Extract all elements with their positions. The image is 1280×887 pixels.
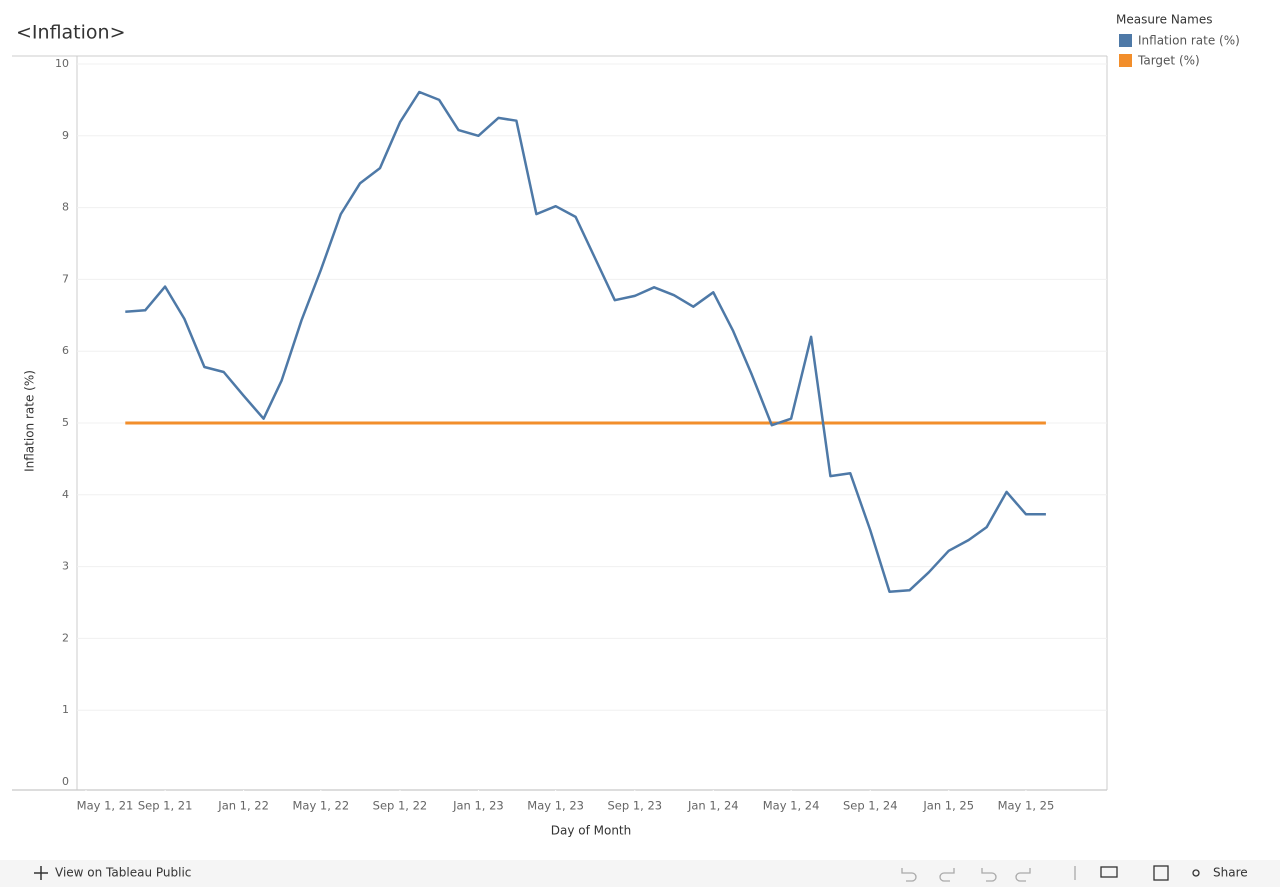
y-tick-label: 4 <box>62 488 69 501</box>
share-icon[interactable] <box>1192 869 1200 877</box>
x-tick-label: Sep 1, 24 <box>843 799 898 813</box>
x-tick-label: May 1, 22 <box>292 799 349 813</box>
y-tick-label: 3 <box>62 560 69 573</box>
x-tick-label: Sep 1, 21 <box>138 799 193 813</box>
undo[interactable] <box>901 868 917 882</box>
series-line <box>125 90 1046 593</box>
x-tick-label: May 1, 23 <box>527 799 584 813</box>
refresh[interactable] <box>1015 868 1031 882</box>
tableau-icon[interactable] <box>34 866 48 880</box>
x-axis-label: Day of Month <box>551 824 632 838</box>
x-tick-label: Jan 1, 24 <box>687 799 739 813</box>
legend-swatch <box>1119 34 1132 47</box>
toolbar-icons <box>901 865 1200 882</box>
x-tick-label: May 1, 21 <box>77 799 134 813</box>
x-tick-label: Jan 1, 22 <box>217 799 269 813</box>
x-tick-label: May 1, 24 <box>763 799 820 813</box>
y-axis-label: Inflation rate (%) <box>23 370 37 472</box>
y-tick-label: 5 <box>62 416 69 429</box>
y-tick-label: 6 <box>62 344 69 357</box>
x-tick-label: Sep 1, 22 <box>373 799 428 813</box>
toolbar <box>0 860 1280 887</box>
share-button[interactable]: Share <box>1213 866 1248 880</box>
chart-title: <Inflation> <box>16 22 126 44</box>
y-tick-label: 8 <box>62 201 69 214</box>
y-tick-label: 10 <box>55 57 69 70</box>
download[interactable] <box>1100 866 1118 878</box>
redo[interactable] <box>939 868 955 882</box>
y-tick-label: 7 <box>62 272 69 285</box>
y-tick-label: 0 <box>62 775 69 788</box>
legend-label: Inflation rate (%) <box>1138 34 1240 48</box>
fullscreen[interactable] <box>1153 865 1169 881</box>
x-tick-label: Jan 1, 23 <box>452 799 504 813</box>
view-link[interactable]: View on Tableau Public <box>55 866 191 880</box>
x-tick-label: May 1, 25 <box>998 799 1055 813</box>
x-tick-label: Sep 1, 23 <box>607 799 662 813</box>
legend-label: Target (%) <box>1137 54 1200 68</box>
y-tick-label: 1 <box>62 703 69 716</box>
revert[interactable] <box>981 868 997 882</box>
y-tick-label: 9 <box>62 129 69 142</box>
y-tick-label: 2 <box>62 631 69 644</box>
legend-swatch <box>1119 54 1132 67</box>
x-tick-label: Jan 1, 25 <box>922 799 974 813</box>
legend-title: Measure Names <box>1116 13 1212 27</box>
